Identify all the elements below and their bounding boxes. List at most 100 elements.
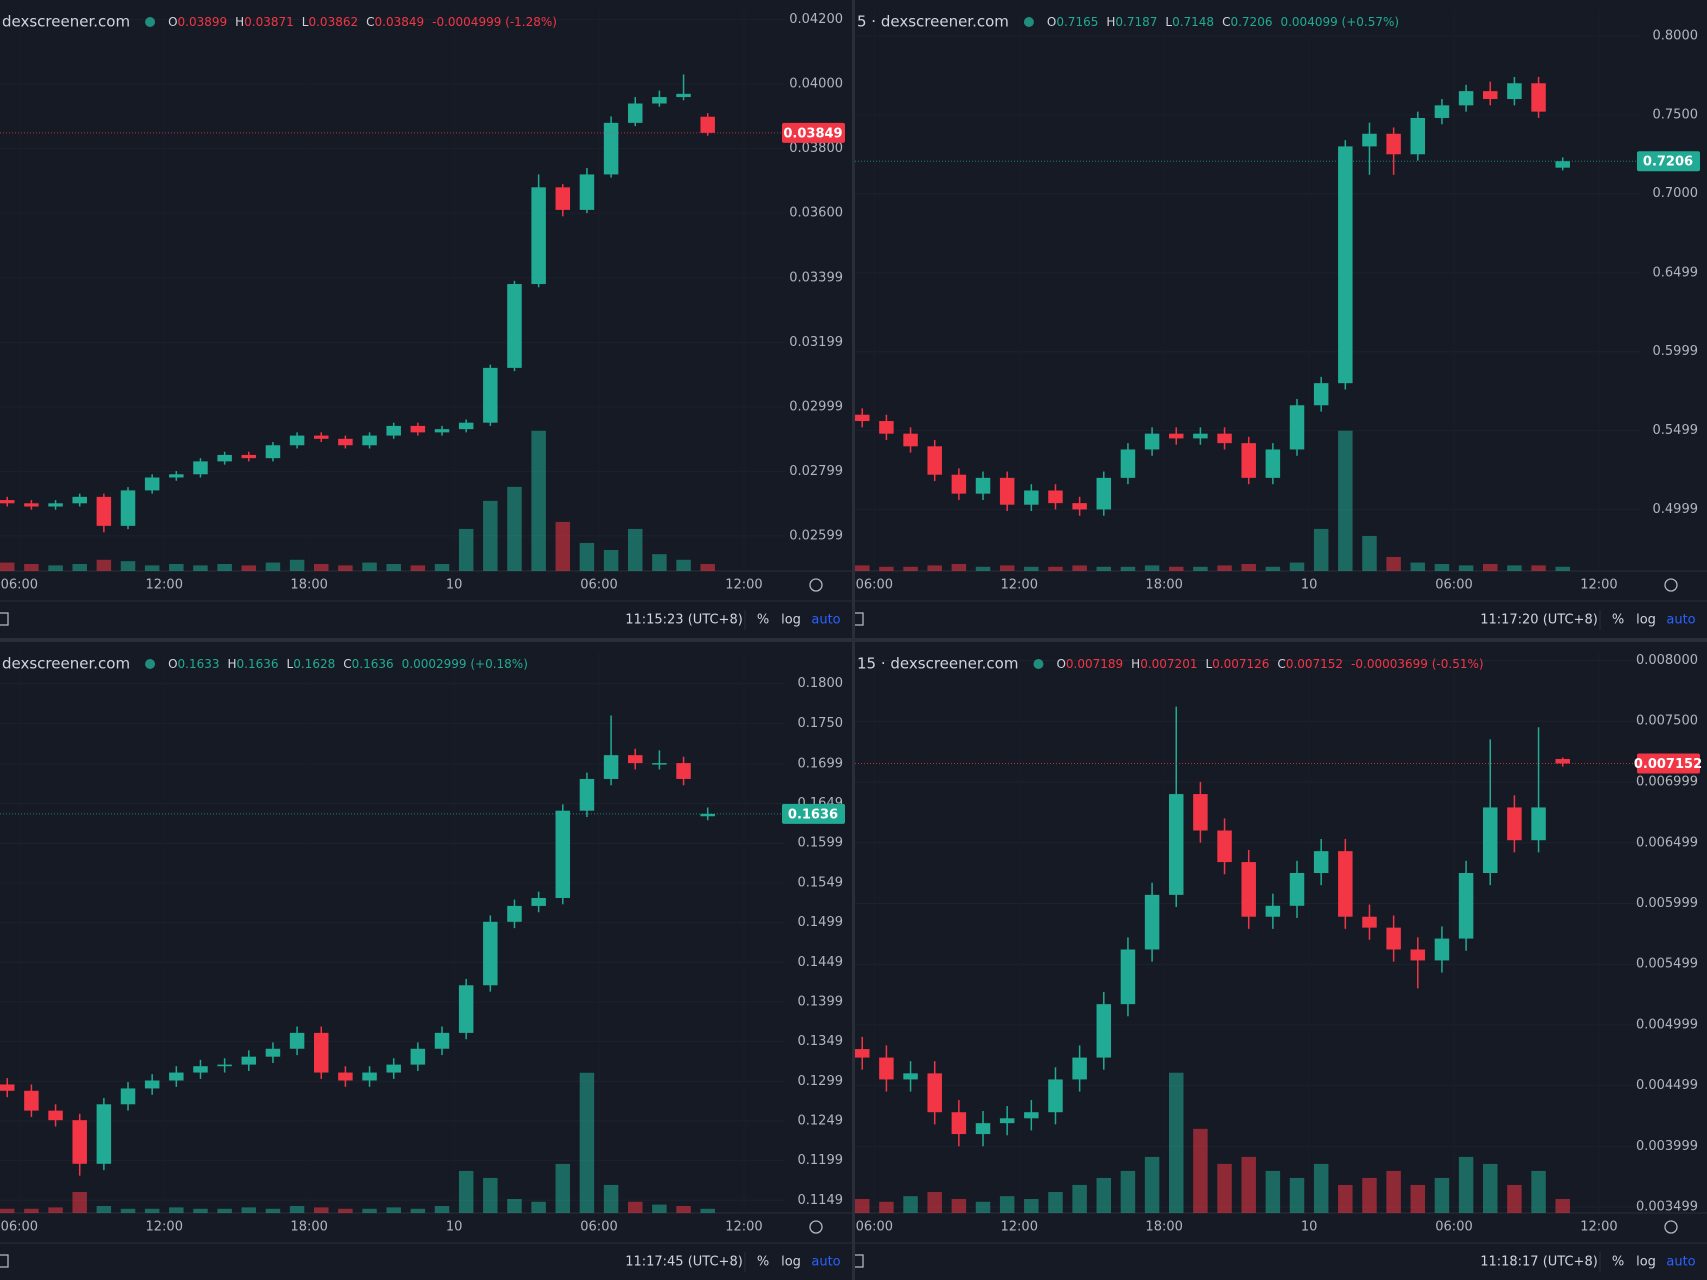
volume-bar xyxy=(507,1198,522,1213)
y-tick-label: 0.02999 xyxy=(789,399,843,414)
x-tick-label: 12:00 xyxy=(146,578,183,593)
y-tick-label: 0.1699 xyxy=(798,756,844,771)
y-tick-label: 0.03800 xyxy=(789,141,843,156)
y-tick-label: 0.006499 xyxy=(1636,835,1698,850)
volume-bar xyxy=(951,1198,967,1213)
scale-button[interactable]: log xyxy=(781,1255,801,1270)
candle-body xyxy=(0,500,15,504)
candle-body xyxy=(72,1120,87,1164)
x-tick-label: 18:00 xyxy=(1145,1220,1182,1235)
candle-body xyxy=(951,1112,967,1135)
volume-bar xyxy=(1217,565,1232,571)
calendar-icon[interactable] xyxy=(0,612,9,626)
scale-button[interactable]: % xyxy=(757,613,769,628)
candle-body xyxy=(1386,927,1401,950)
scale-button[interactable]: % xyxy=(757,1255,769,1270)
candle-body xyxy=(1265,905,1281,917)
volume-bar xyxy=(289,559,305,571)
calendar-icon[interactable] xyxy=(851,612,864,626)
volume-bar xyxy=(1483,1163,1498,1213)
volume-bar xyxy=(555,521,571,571)
x-tick-label: 06:00 xyxy=(1435,1220,1472,1235)
calendar-icon[interactable] xyxy=(0,1254,9,1268)
scale-button[interactable]: auto xyxy=(1666,613,1695,628)
last-price-label: 0.03849 xyxy=(783,126,842,141)
candle-body xyxy=(1362,916,1377,928)
candle-body xyxy=(483,921,498,986)
calendar-icon[interactable] xyxy=(851,1254,864,1268)
candle-body xyxy=(1507,807,1522,841)
ohlc-key: H xyxy=(228,657,237,671)
candle-body xyxy=(1169,433,1184,439)
candle-body xyxy=(676,93,691,98)
candle-body xyxy=(120,1088,136,1105)
settings-icon[interactable] xyxy=(809,578,823,592)
candle-body xyxy=(603,122,619,175)
y-tick-label: 0.5499 xyxy=(1653,423,1699,438)
y-tick-label: 0.005999 xyxy=(1636,896,1698,911)
ohlc-key: O xyxy=(1056,657,1065,671)
settings-icon[interactable] xyxy=(1664,1220,1678,1234)
volume-bar xyxy=(217,563,232,571)
candle-body xyxy=(386,1064,401,1073)
y-tick-label: 0.4999 xyxy=(1653,502,1699,517)
volume-bar xyxy=(410,565,426,571)
volume-bar xyxy=(1289,562,1305,571)
status-dot xyxy=(145,659,156,669)
volume-bar xyxy=(217,1208,232,1213)
volume-bar xyxy=(1410,562,1426,571)
candle-body xyxy=(1434,105,1450,118)
ohlc-value: 0.03849 xyxy=(375,15,425,29)
ohlc-value: 0.1628 xyxy=(293,657,335,671)
ohlc-change: 0.0002999 (+0.18%) xyxy=(402,657,528,671)
candle-body xyxy=(1555,758,1570,764)
volume-bar xyxy=(1048,1191,1063,1213)
ohlc-header: O0.03899 H0.03871 L0.03862 C0.03849 -0.00049… xyxy=(168,15,557,29)
x-tick-label: 06:00 xyxy=(580,578,617,593)
ohlc-key: H xyxy=(1106,15,1115,29)
ohlc-key: C xyxy=(343,657,351,671)
volume-bar xyxy=(1072,1184,1087,1213)
candle-body xyxy=(1458,873,1474,939)
candle-body xyxy=(386,425,401,436)
volume-bar xyxy=(1338,430,1353,571)
y-tick-label: 0.1149 xyxy=(798,1193,844,1208)
x-tick-label: 12:00 xyxy=(1580,1220,1617,1235)
candle-body xyxy=(1410,949,1426,961)
panel-background xyxy=(0,0,852,638)
scale-button[interactable]: % xyxy=(1612,613,1624,628)
scale-button[interactable]: log xyxy=(781,613,801,628)
scale-button[interactable]: auto xyxy=(811,613,840,628)
candle-body xyxy=(1193,433,1208,439)
volume-bar xyxy=(531,430,546,571)
volume-bar xyxy=(628,528,643,571)
volume-bar xyxy=(1169,566,1184,571)
scale-button[interactable]: auto xyxy=(1666,1255,1695,1270)
candle-body xyxy=(144,477,160,491)
scale-button[interactable]: log xyxy=(1636,1255,1656,1270)
x-tick-label: 12:00 xyxy=(1001,1220,1038,1235)
candle-body xyxy=(951,474,967,494)
scale-button[interactable]: log xyxy=(1636,613,1656,628)
candle-body xyxy=(628,755,643,764)
candle-body xyxy=(458,422,474,430)
settings-icon[interactable] xyxy=(809,1220,823,1234)
scale-button[interactable]: % xyxy=(1612,1255,1624,1270)
ohlc-value: 0.1636 xyxy=(352,657,394,671)
y-tick-label: 0.04000 xyxy=(789,77,843,92)
volume-bar xyxy=(579,1072,595,1213)
volume-bar xyxy=(927,1191,942,1213)
volume-bar xyxy=(144,1208,160,1213)
volume-bar xyxy=(1531,565,1546,571)
candle-body xyxy=(1483,91,1498,100)
ohlc-key: O xyxy=(168,15,177,29)
volume-bar xyxy=(265,1208,281,1213)
volume-bar xyxy=(362,1208,377,1213)
status-dot xyxy=(1033,659,1044,669)
candle-body xyxy=(1483,807,1498,873)
y-tick-label: 0.1299 xyxy=(798,1074,844,1089)
candle-body xyxy=(1120,449,1136,478)
settings-icon[interactable] xyxy=(1664,578,1678,592)
y-tick-label: 0.1199 xyxy=(798,1153,844,1168)
scale-button[interactable]: auto xyxy=(811,1255,840,1270)
